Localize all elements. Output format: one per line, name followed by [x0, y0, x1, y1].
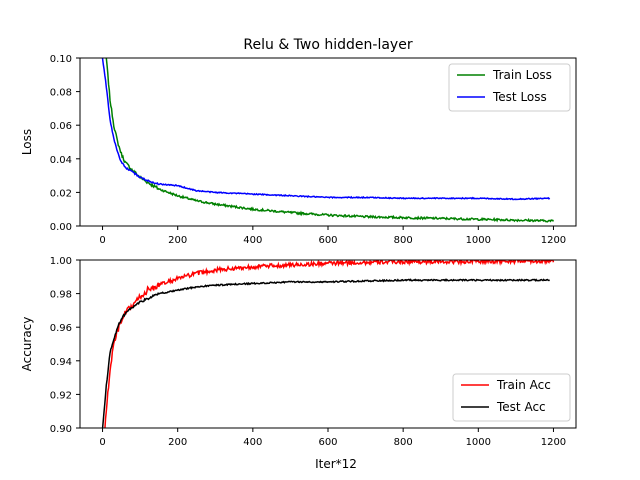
y-axis-label: Accuracy — [20, 317, 34, 372]
x-tick-label: 400 — [243, 235, 262, 246]
legend-label: Test Acc — [496, 400, 546, 414]
y-tick-label: 0.06 — [50, 121, 72, 132]
y-tick-label: 0.94 — [50, 357, 72, 368]
x-tick-label: 400 — [243, 437, 262, 448]
x-axis-label: Iter*12 — [315, 457, 357, 471]
x-tick-label: 800 — [394, 437, 413, 448]
y-tick-label: 0.08 — [50, 88, 72, 99]
series-line-train-acc — [104, 260, 555, 428]
y-axis-label: Loss — [20, 129, 34, 155]
y-tick-label: 0.00 — [50, 222, 72, 233]
y-tick-label: 0.04 — [50, 155, 72, 166]
x-tick-label: 200 — [168, 235, 187, 246]
accuracy-panel: 0 200 400 600 800 1000 1200 0.90 0.92 0.94 0.96 0.9… — [20, 256, 577, 471]
x-tick-label: 1200 — [541, 437, 566, 448]
x-tick-label: 1000 — [466, 235, 491, 246]
x-tick-label: 1200 — [541, 235, 566, 246]
legend-label: Train Loss — [492, 68, 552, 82]
series-line-test-loss — [101, 58, 551, 201]
x-tick-label: 0 — [99, 235, 105, 246]
legend-label: Train Acc — [496, 378, 551, 392]
y-tick-label: 0.96 — [50, 323, 72, 334]
x-tick-label: 1000 — [466, 437, 491, 448]
x-tick-label: 600 — [318, 437, 337, 448]
x-tick-label: 200 — [168, 437, 187, 448]
chart-title: Relu & Two hidden-layer — [243, 37, 412, 53]
series-line-train-loss — [105, 58, 555, 223]
legend: Train Acc Test Acc — [452, 373, 571, 422]
legend: Train Loss Test Loss — [448, 63, 571, 112]
loss-panel: 0 200 400 600 800 1000 1200 0.00 0.02 0.04 0.06 0.0… — [20, 54, 577, 246]
y-tick-label: 1.00 — [50, 256, 72, 267]
y-tick-label: 0.92 — [50, 390, 72, 401]
x-tick-label: 800 — [394, 235, 413, 246]
x-tick-label: 0 — [99, 437, 105, 448]
y-tick-label: 0.98 — [50, 290, 72, 301]
series-line-test-acc — [101, 278, 551, 428]
y-tick-label: 0.10 — [50, 54, 72, 65]
legend-label: Test Loss — [492, 90, 547, 104]
y-tick-label: 0.90 — [50, 424, 72, 435]
y-tick-label: 0.02 — [50, 188, 72, 199]
x-tick-label: 600 — [318, 235, 337, 246]
